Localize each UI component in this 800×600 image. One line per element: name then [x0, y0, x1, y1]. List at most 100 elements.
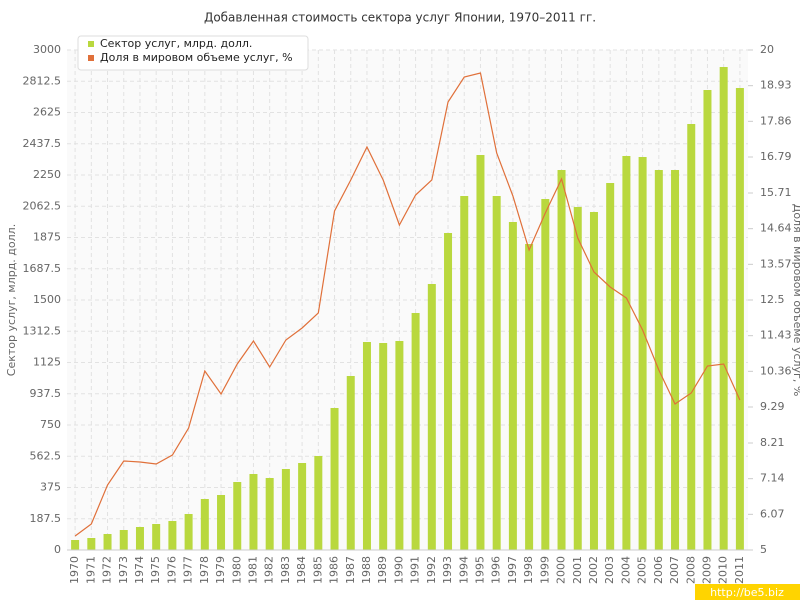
chart-title: Добавленная стоимость сектора услуг Япон… — [204, 11, 596, 25]
x-tick-label: 1976 — [165, 556, 178, 584]
x-tick-label: 2008 — [684, 556, 697, 584]
watermark: http://be5.biz — [710, 586, 784, 599]
y-tick-label: 187.5 — [30, 512, 62, 525]
bar — [184, 514, 193, 550]
bar — [135, 527, 144, 550]
bar — [557, 170, 566, 550]
bar — [492, 196, 501, 550]
bar — [168, 521, 177, 550]
x-tick-label: 1973 — [117, 556, 130, 584]
bar — [427, 284, 436, 550]
y2-tick-label: 15.71 — [760, 186, 792, 199]
x-tick-label: 1988 — [360, 556, 373, 584]
x-tick-label: 2002 — [587, 556, 600, 584]
watermark-bg — [695, 584, 800, 600]
x-tick-label: 2007 — [668, 556, 681, 584]
x-tick-label: 1974 — [133, 556, 146, 584]
x-tick-label: 1970 — [68, 556, 81, 584]
x-tick-label: 2006 — [652, 556, 665, 584]
x-tick-label: 1981 — [246, 556, 259, 584]
y-tick-label: 2250 — [33, 168, 61, 181]
y2-tick-label: 8.21 — [760, 436, 785, 449]
y-axis-label: Сектор услуг, млрд. долл. — [5, 224, 18, 376]
bar — [411, 313, 420, 550]
bar — [103, 534, 112, 550]
y2-tick-label: 13.57 — [760, 257, 792, 270]
y2-tick-label: 10.36 — [760, 364, 792, 377]
y-tick-label: 562.5 — [30, 449, 62, 462]
legend-swatch — [88, 55, 94, 61]
x-tick-label: 2000 — [555, 556, 568, 584]
bar — [200, 499, 209, 550]
x-tick-label: 2009 — [700, 556, 713, 584]
y-tick-label: 1312.5 — [23, 324, 62, 337]
y2-tick-label: 20 — [760, 43, 774, 56]
x-tick-label: 1986 — [328, 556, 341, 584]
bar — [460, 196, 469, 550]
bar — [298, 463, 307, 550]
bar — [379, 343, 388, 550]
y2-tick-label: 11.43 — [760, 329, 792, 342]
y-tick-label: 375 — [40, 481, 61, 494]
x-tick-label: 1982 — [263, 556, 276, 584]
bar — [719, 67, 728, 550]
x-tick-label: 1979 — [214, 556, 227, 584]
legend-label: Доля в мировом объеме услуг, % — [100, 51, 293, 64]
y2-tick-label: 14.64 — [760, 222, 792, 235]
y-tick-label: 0 — [54, 543, 61, 556]
bar — [589, 212, 598, 550]
x-tick-label: 2003 — [603, 556, 616, 584]
bar — [606, 183, 615, 550]
x-tick-label: 1984 — [295, 556, 308, 584]
x-tick-label: 2010 — [717, 556, 730, 584]
y-tick-label: 750 — [40, 418, 61, 431]
x-tick-label: 1992 — [425, 556, 438, 584]
y2-tick-label: 17.86 — [760, 114, 792, 127]
bar — [281, 469, 290, 550]
x-tick-label: 1993 — [441, 556, 454, 584]
bar — [87, 538, 96, 550]
x-tick-label: 1987 — [344, 556, 357, 584]
x-tick-label: 2001 — [571, 556, 584, 584]
x-tick-label: 2011 — [733, 556, 746, 584]
y2-tick-label: 6.07 — [760, 507, 785, 520]
bar — [330, 408, 339, 550]
bar — [71, 540, 80, 550]
bar — [249, 474, 258, 550]
bar — [346, 376, 355, 550]
bar — [233, 482, 242, 550]
x-tick-label: 1990 — [392, 556, 405, 584]
line — [74, 72, 741, 537]
x-tick-label: 1997 — [506, 556, 519, 584]
y-tick-label: 2437.5 — [23, 137, 62, 150]
y2-tick-label: 12.5 — [760, 293, 785, 306]
y-tick-label: 1687.5 — [23, 262, 62, 275]
x-tick-label: 1972 — [101, 556, 114, 584]
x-tick-label: 1971 — [84, 556, 97, 584]
y2-tick-label: 9.29 — [760, 400, 785, 413]
y-tick-label: 1125 — [33, 356, 61, 369]
x-tick-label: 1975 — [149, 556, 162, 584]
x-tick-label: 1985 — [311, 556, 324, 584]
x-tick-label: 1994 — [457, 556, 470, 584]
y2-tick-label: 16.79 — [760, 150, 792, 163]
x-tick-label: 1978 — [198, 556, 211, 584]
y2-tick-label: 7.14 — [760, 472, 785, 485]
bar — [444, 233, 453, 550]
legend-swatch — [88, 41, 94, 47]
x-tick-label: 1995 — [473, 556, 486, 584]
y-tick-label: 2812.5 — [23, 74, 62, 87]
y-tick-label: 2625 — [33, 106, 61, 119]
bar — [735, 88, 744, 550]
y-tick-label: 937.5 — [30, 387, 62, 400]
bar — [265, 478, 274, 550]
bar — [654, 170, 663, 550]
y-tick-label: 2062.5 — [23, 199, 62, 212]
bar — [622, 156, 631, 550]
x-tick-label: 1998 — [522, 556, 535, 584]
bar — [541, 199, 550, 550]
x-tick-label: 1991 — [409, 556, 422, 584]
bar — [508, 222, 517, 550]
